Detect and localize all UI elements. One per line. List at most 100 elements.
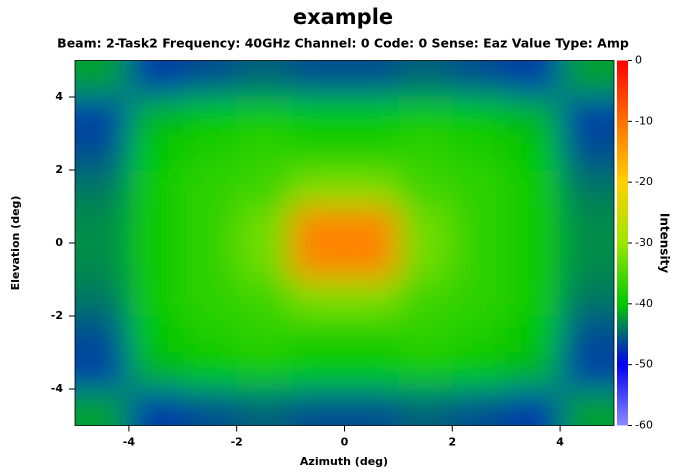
- heatmap-cell: [182, 97, 238, 134]
- heatmap-cell: [128, 389, 184, 426]
- heatmap-cell: [182, 60, 238, 98]
- heatmap-cell: [452, 206, 507, 244]
- heatmap-cell: [398, 60, 453, 98]
- heatmap-cell: [452, 352, 507, 390]
- colorbar-tick-label: -10: [635, 114, 653, 127]
- heatmap-cell: [344, 352, 399, 390]
- heatmap-cell: [560, 206, 614, 244]
- y-axis-label: Elevation (deg): [9, 196, 22, 291]
- heatmap-cell: [75, 316, 130, 353]
- heatmap-cell: [452, 243, 507, 280]
- heatmap-cell: [560, 352, 614, 390]
- colorbar-tick-label: -50: [635, 358, 653, 371]
- x-tick-label: 4: [556, 436, 564, 449]
- heatmap-cell: [344, 170, 399, 207]
- heatmap-cell: [236, 133, 292, 171]
- heatmap-cell: [236, 97, 292, 134]
- heatmap-cell: [344, 133, 399, 171]
- heatmap-cell: [398, 389, 453, 426]
- heatmap-cell: [290, 279, 345, 317]
- heatmap-cell: [560, 243, 614, 280]
- heatmap-cell: [452, 170, 507, 207]
- heatmap-cell: [128, 316, 184, 353]
- heatmap-cell: [128, 60, 184, 98]
- heatmap-cell: [452, 97, 507, 134]
- heatmap-cell: [344, 243, 399, 280]
- heatmap-cells: [75, 60, 614, 426]
- heatmap-cell: [236, 389, 292, 426]
- heatmap-cell: [452, 279, 507, 317]
- heatmap-cell: [128, 206, 184, 244]
- colorbar-tick-label: -40: [635, 297, 653, 310]
- y-tick-label: 2: [55, 163, 63, 176]
- chart-title: example: [293, 5, 393, 29]
- x-tick-label: -4: [123, 436, 136, 449]
- y-tick-label: -4: [51, 382, 64, 395]
- x-tick-label: 2: [448, 436, 456, 449]
- heatmap-cell: [236, 279, 292, 317]
- heatmap-cell: [344, 97, 399, 134]
- heatmap-cell: [290, 206, 345, 244]
- heatmap-cell: [560, 60, 614, 98]
- heatmap-cell: [398, 316, 453, 353]
- heatmap-cell: [398, 279, 453, 317]
- y-tick-label: 0: [55, 236, 63, 249]
- heatmap-cell: [452, 133, 507, 171]
- heatmap-cell: [344, 206, 399, 244]
- heatmap-cell: [560, 316, 614, 353]
- colorbar-tick-label: -20: [635, 175, 653, 188]
- heatmap-cell: [506, 316, 561, 353]
- heatmap-cell: [506, 60, 561, 98]
- colorbar-tick-label: 0: [635, 54, 642, 67]
- heatmap-cell: [75, 279, 130, 317]
- heatmap-cell: [75, 352, 130, 390]
- chart-subtitle: Beam: 2-Task2 Frequency: 40GHz Channel: …: [57, 36, 629, 51]
- heatmap-cell: [506, 243, 561, 280]
- heatmap-cell: [506, 170, 561, 207]
- heatmap-cell: [398, 133, 453, 171]
- heatmap-cell: [560, 133, 614, 171]
- heatmap-cell: [182, 389, 238, 426]
- heatmap-cell: [452, 316, 507, 353]
- y-tick-label: 4: [55, 90, 63, 103]
- heatmap-cell: [290, 389, 345, 426]
- heatmap-cell: [560, 97, 614, 134]
- heatmap-cell: [398, 170, 453, 207]
- heatmap-cell: [75, 133, 130, 171]
- heatmap-cell: [560, 279, 614, 317]
- heatmap-cell: [290, 243, 345, 280]
- heatmap-cell: [128, 133, 184, 171]
- heatmap-cell: [344, 389, 399, 426]
- heatmap-cell: [398, 243, 453, 280]
- heatmap-cell: [75, 60, 130, 98]
- heatmap-cell: [75, 389, 130, 426]
- x-tick-label: 0: [341, 436, 349, 449]
- heatmap-cell: [344, 60, 399, 98]
- heatmap: [75, 60, 614, 426]
- heatmap-cell: [182, 206, 238, 244]
- heatmap-cell: [236, 60, 292, 98]
- heatmap-cell: [506, 352, 561, 390]
- heatmap-cell: [506, 133, 561, 171]
- heatmap-cell: [128, 170, 184, 207]
- heatmap-cell: [236, 243, 292, 280]
- heatmap-cell: [75, 97, 130, 134]
- colorbar-tick-label: -30: [635, 236, 653, 249]
- heatmap-cell: [236, 206, 292, 244]
- heatmap-cell: [560, 170, 614, 207]
- heatmap-cell: [182, 352, 238, 390]
- heatmap-cell: [182, 170, 238, 207]
- y-tick-label: -2: [51, 309, 63, 322]
- heatmap-cell: [506, 389, 561, 426]
- heatmap-cell: [398, 206, 453, 244]
- heatmap-cell: [182, 279, 238, 317]
- heatmap-cell: [452, 389, 507, 426]
- heatmap-cell: [236, 352, 292, 390]
- heatmap-cell: [75, 170, 130, 207]
- heatmap-cell: [236, 316, 292, 353]
- heatmap-cell: [290, 133, 345, 171]
- heatmap-cell: [128, 97, 184, 134]
- x-tick-label: -2: [231, 436, 243, 449]
- heatmap-cell: [182, 316, 238, 353]
